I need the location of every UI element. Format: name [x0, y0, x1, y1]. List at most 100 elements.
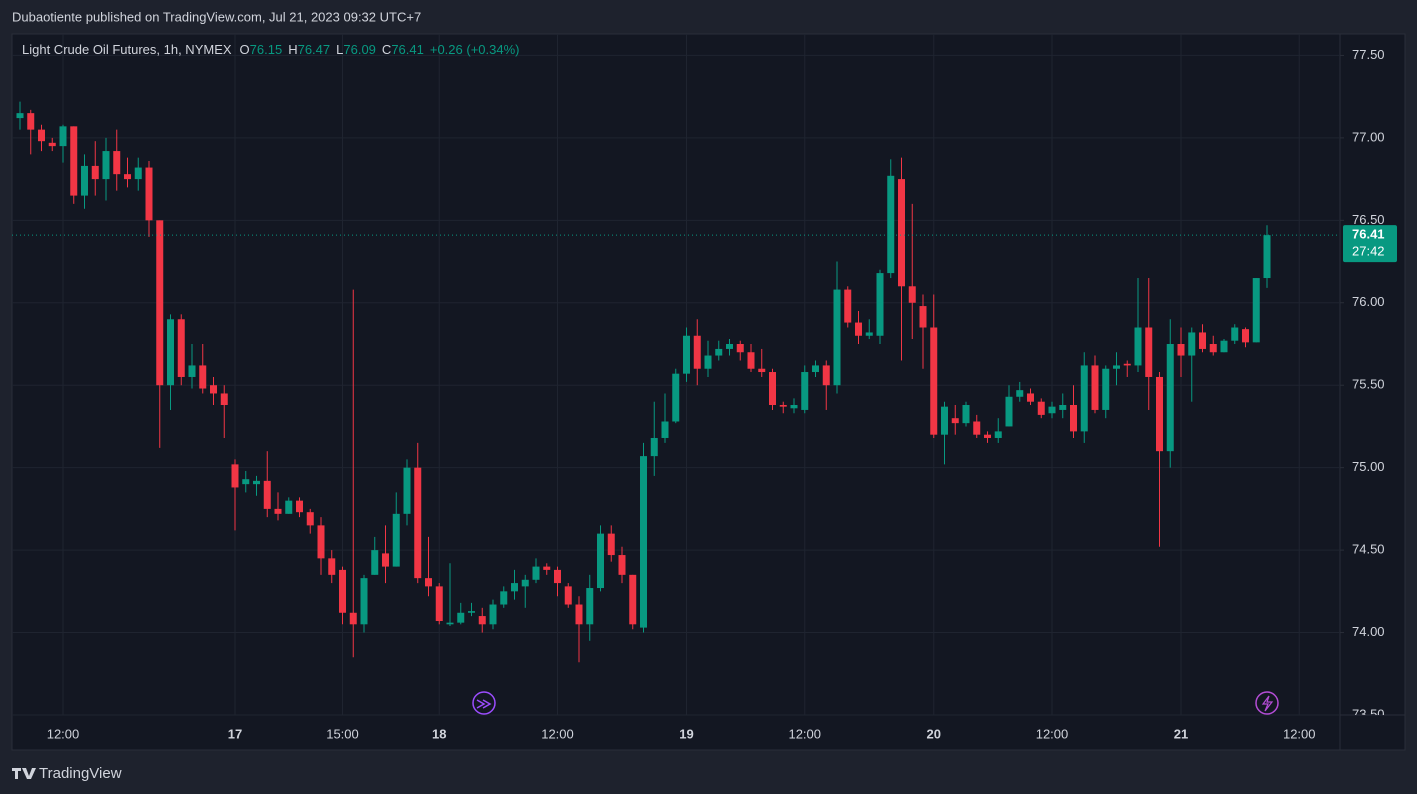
candle-body	[27, 113, 35, 130]
candle-body	[683, 335, 690, 374]
y-tick-label: 76.00	[1352, 294, 1385, 309]
candle-body	[317, 525, 325, 559]
candle-body	[597, 533, 604, 589]
candle-body	[564, 586, 572, 605]
candle-body	[1220, 340, 1228, 353]
candle-body	[446, 622, 454, 625]
candle-body	[382, 553, 389, 567]
candle-body	[650, 437, 658, 457]
x-tick-label: 15:00	[326, 726, 359, 741]
candle-body	[306, 512, 314, 526]
candle-body	[704, 355, 712, 369]
candle-body	[500, 591, 508, 605]
legend-key: C	[382, 42, 391, 57]
candle-body	[188, 365, 196, 377]
last-price-label: 76.41	[1352, 227, 1385, 242]
candle-body	[274, 508, 282, 514]
candle-body	[435, 586, 443, 622]
footer-brand: TradingView	[39, 765, 122, 782]
candle-body	[865, 332, 873, 336]
candle-body	[898, 179, 905, 287]
candle-body	[102, 151, 110, 180]
candle-body	[1177, 343, 1185, 356]
candle-body	[1091, 365, 1099, 410]
candle-body	[156, 220, 164, 386]
candle-body	[618, 555, 626, 575]
legend-key: O	[240, 42, 250, 57]
candle-body	[779, 405, 787, 407]
candle-body	[1252, 278, 1260, 343]
candle-body	[81, 165, 88, 196]
y-tick-label: 77.50	[1352, 47, 1385, 62]
x-tick-label: 21	[1174, 726, 1188, 741]
legend-value: 76.47	[298, 42, 331, 57]
x-tick-label: 12:00	[1036, 726, 1069, 741]
candle-body	[1242, 329, 1249, 343]
candle-body	[339, 569, 346, 613]
candle-body	[1027, 393, 1034, 402]
candle-body	[360, 578, 368, 625]
candle-body	[822, 365, 830, 386]
legend-change: +0.26 (+0.34%)	[430, 42, 520, 57]
candle-body	[253, 480, 260, 485]
candle-body	[887, 175, 895, 274]
candle-body	[908, 286, 916, 303]
candle-body	[296, 500, 303, 513]
candle-body	[414, 467, 422, 579]
y-tick-label: 74.00	[1352, 624, 1385, 639]
candle-body	[962, 405, 970, 424]
y-tick-label: 73.50	[1352, 706, 1385, 721]
candle-body	[833, 289, 841, 386]
candle-body	[758, 368, 766, 373]
candle-body	[167, 319, 174, 386]
x-tick-label: 18	[432, 726, 446, 741]
candle-body	[1070, 405, 1077, 432]
candle-body	[1263, 235, 1271, 279]
candle-body	[629, 574, 637, 625]
candle-body	[16, 113, 24, 119]
candle-body	[672, 373, 680, 422]
candle-body	[575, 604, 583, 625]
candle-body	[392, 513, 400, 567]
event-icon[interactable]	[472, 691, 496, 715]
candle-body	[1166, 343, 1174, 452]
candle-body	[1199, 332, 1206, 349]
candle-body	[210, 385, 217, 394]
x-tick-label: 19	[679, 726, 693, 741]
candle-body	[693, 335, 701, 369]
candle-body	[1113, 365, 1120, 369]
candle-body	[876, 273, 884, 336]
candle-body	[38, 129, 45, 142]
legend-key: L	[336, 42, 343, 57]
candle-body	[403, 467, 411, 514]
header: Dubaotiente published on TradingView.com…	[12, 9, 421, 24]
candle-body	[349, 612, 357, 625]
chart-frame	[11, 33, 1406, 751]
x-tick-label: 20	[927, 726, 941, 741]
y-tick-label: 75.00	[1352, 459, 1385, 474]
candle-body	[747, 352, 755, 369]
candle-body	[812, 365, 819, 373]
candle-body	[145, 167, 153, 221]
event-icon[interactable]	[1255, 691, 1279, 715]
candle-body	[951, 418, 959, 424]
candle-body	[328, 558, 336, 575]
candle-body	[1048, 406, 1056, 414]
legend-value: 76.41	[391, 42, 424, 57]
candle-body	[371, 550, 379, 575]
candle-body	[1231, 327, 1239, 341]
candle-body	[1188, 332, 1196, 356]
candle-body	[532, 566, 540, 580]
legend-value: 76.09	[343, 42, 376, 57]
candle-body	[543, 566, 551, 570]
countdown: 27:42	[1352, 244, 1385, 259]
candle-body	[640, 456, 647, 628]
candle-body	[521, 579, 529, 587]
candle-body	[70, 126, 78, 196]
candle-body	[661, 421, 669, 438]
legend-value: 76.15	[250, 42, 283, 57]
plot	[12, 34, 1340, 716]
candle-body	[736, 343, 744, 353]
candle-body	[1156, 376, 1163, 452]
